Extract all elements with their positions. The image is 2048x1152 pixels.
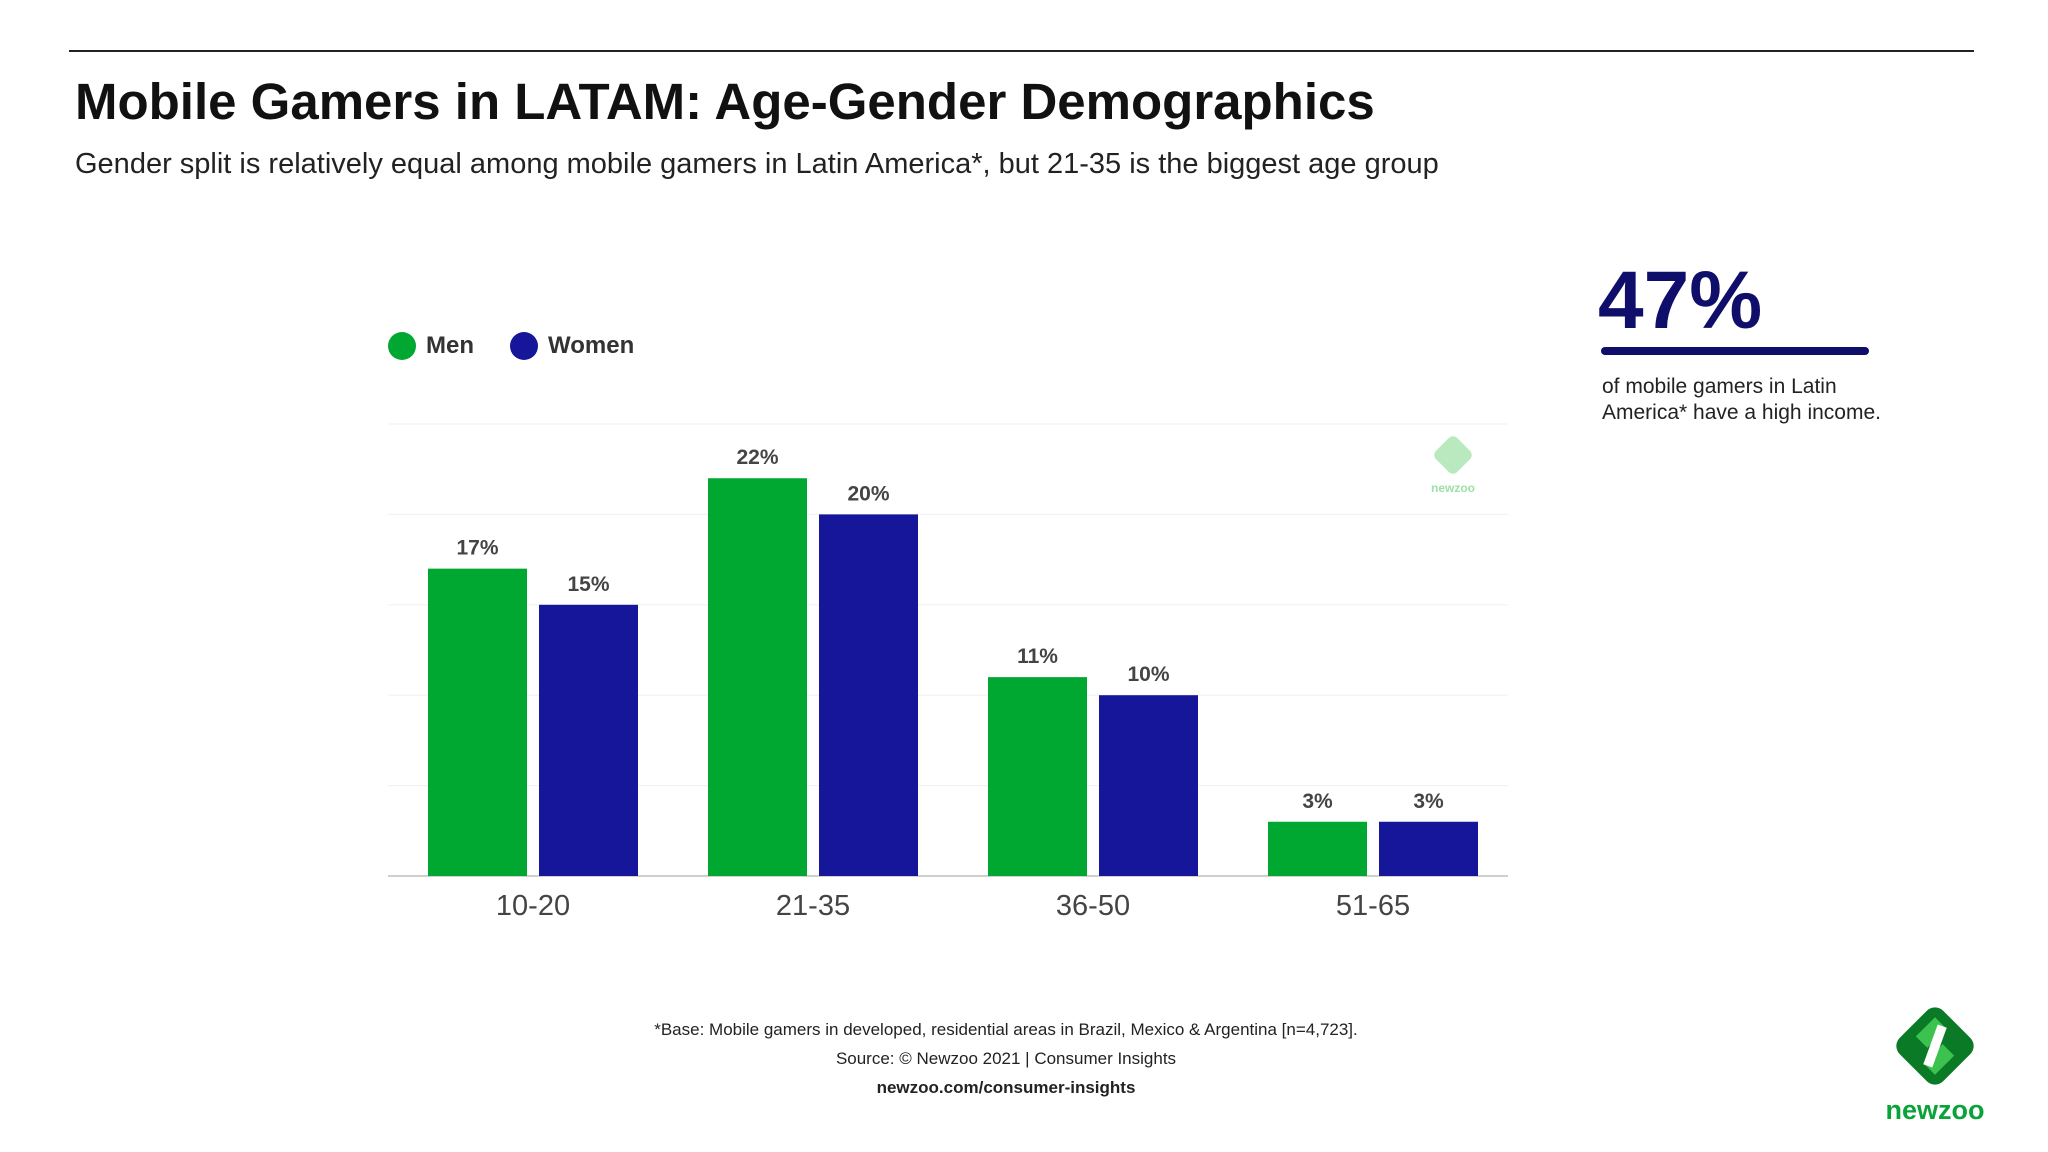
bar-men-10-20 (428, 568, 527, 876)
bar-men-51-65 (1268, 821, 1367, 876)
stat-underline (1601, 347, 1869, 355)
bar-men-36-50 (988, 677, 1087, 876)
top-divider (69, 50, 1974, 52)
newzoo-watermark (1434, 436, 1472, 474)
stat-value: 47% (1598, 255, 1763, 346)
stat-description: of mobile gamers in Latin America* have … (1602, 375, 1881, 424)
bar-men-21-35 (708, 478, 807, 876)
x-tick-label: 36-50 (1056, 890, 1130, 922)
page-title: Mobile Gamers in LATAM: Age-Gender Demog… (75, 73, 1375, 130)
footer-base-note: *Base: Mobile gamers in developed, resid… (654, 1020, 1358, 1039)
bar-women-36-50 (1099, 695, 1198, 876)
legend-label-women: Women (548, 332, 635, 359)
data-label: 15% (567, 573, 609, 596)
data-label: 3% (1302, 790, 1333, 813)
data-label: 3% (1413, 790, 1444, 813)
legend-swatch-women (510, 332, 538, 360)
watermark-text: newzoo (1431, 481, 1475, 495)
legend-item-women: Women (510, 332, 634, 360)
legend-label-men: Men (426, 332, 474, 359)
x-tick-label: 51-65 (1336, 890, 1410, 922)
chart-legend: Men Women (388, 332, 656, 360)
x-tick-label: 21-35 (776, 890, 850, 922)
x-tick-label: 10-20 (496, 890, 570, 922)
data-label: 22% (736, 446, 778, 469)
legend-item-men: Men (388, 332, 474, 360)
data-label: 17% (456, 537, 498, 560)
page-subtitle: Gender split is relatively equal among m… (75, 148, 1439, 180)
bar-women-21-35 (819, 514, 918, 876)
data-label: 10% (1127, 663, 1169, 686)
footer-link[interactable]: newzoo.com/consumer-insights (876, 1078, 1136, 1097)
bar-women-10-20 (539, 604, 638, 876)
data-label: 20% (847, 482, 889, 505)
legend-swatch-men (388, 332, 416, 360)
data-label: 11% (1017, 645, 1058, 668)
newzoo-logo-icon (1896, 1007, 1974, 1085)
watermark-icon (1434, 436, 1472, 474)
footer-source: Source: © Newzoo 2021 | Consumer Insight… (835, 1049, 1177, 1068)
bar-women-51-65 (1379, 821, 1478, 876)
newzoo-logo-text: newzoo (1885, 1095, 1985, 1125)
newzoo-logo: newzoo (1880, 998, 1990, 1126)
